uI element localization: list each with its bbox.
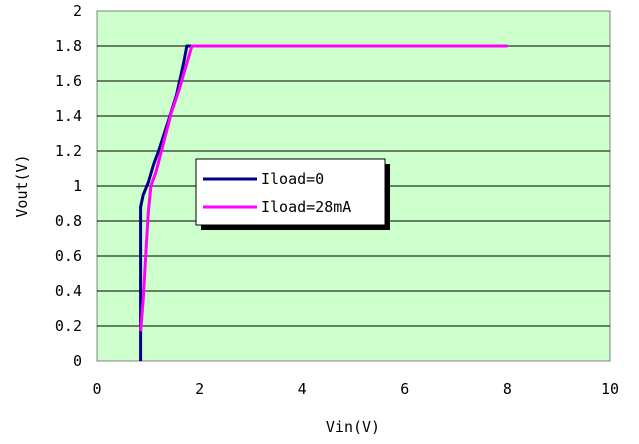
y-tick-label: 1.4 [55, 107, 82, 125]
y-tick-labels: 0 0.2 0.4 0.6 0.8 1 1.2 1.4 1.6 1.8 2 [55, 2, 82, 370]
y-tick-label: 1.6 [55, 72, 82, 90]
x-tick-label: 4 [298, 380, 307, 398]
series-line-1 [139, 44, 508, 332]
x-tick-label: 8 [503, 380, 512, 398]
y-axis-title: Vout(V) [13, 154, 31, 217]
y-tick-label: 1.8 [55, 37, 82, 55]
series-line-0 [139, 44, 508, 361]
y-tick-label: 0.4 [55, 282, 82, 300]
y-tick-label: 0 [73, 352, 82, 370]
x-tick-label: 10 [601, 380, 619, 398]
legend-label-iload-0: Iload=0 [261, 170, 324, 188]
x-axis-title: Vin(V) [326, 418, 380, 436]
series-group [139, 44, 508, 361]
legend-box [195, 158, 386, 226]
y-tick-label: 1.2 [55, 142, 82, 160]
y-tick-label: 1 [73, 177, 82, 195]
y-tick-label: 0.6 [55, 247, 82, 265]
y-tick-label: 2 [73, 2, 82, 20]
x-tick-label: 2 [195, 380, 204, 398]
x-tick-label: 6 [400, 380, 409, 398]
x-tick-labels: 0 2 4 6 8 10 [92, 380, 619, 398]
y-tick-label: 0.8 [55, 212, 82, 230]
legend-label-iload-28ma: Iload=28mA [261, 198, 351, 216]
y-tick-label: 0.2 [55, 317, 82, 335]
legend: Iload=0 Iload=28mA [195, 158, 390, 230]
x-tick-label: 0 [92, 380, 101, 398]
